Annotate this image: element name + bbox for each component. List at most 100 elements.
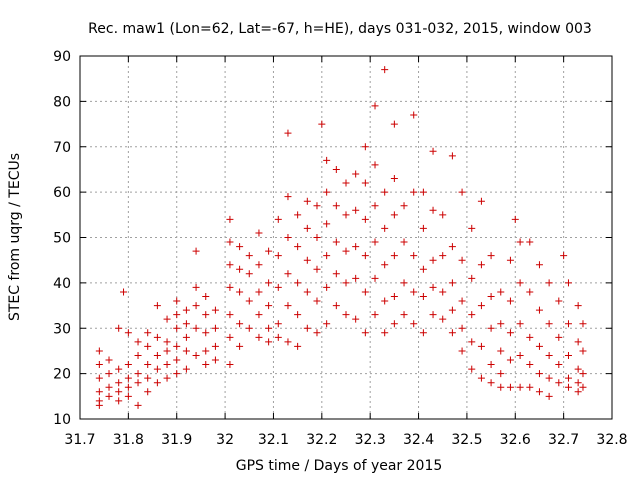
data-point xyxy=(182,333,190,341)
data-point xyxy=(332,165,340,173)
data-point xyxy=(332,238,340,246)
data-point xyxy=(361,179,369,187)
data-point xyxy=(352,274,360,282)
data-point xyxy=(371,202,379,210)
data-point xyxy=(381,188,389,196)
data-point xyxy=(226,261,234,269)
data-point xyxy=(448,152,456,160)
data-point xyxy=(144,361,152,369)
data-point xyxy=(255,311,263,319)
y-tick-label: 30 xyxy=(53,321,71,337)
data-point xyxy=(332,202,340,210)
data-point xyxy=(526,333,534,341)
data-point xyxy=(564,374,572,382)
data-point xyxy=(564,279,572,287)
data-point xyxy=(303,324,311,332)
data-point xyxy=(144,374,152,382)
data-point xyxy=(574,388,582,396)
data-point xyxy=(448,279,456,287)
data-point xyxy=(429,206,437,214)
data-point xyxy=(245,297,253,305)
data-point xyxy=(265,247,273,255)
data-point xyxy=(419,188,427,196)
data-point xyxy=(439,211,447,219)
data-point xyxy=(439,315,447,323)
y-tick-label: 10 xyxy=(53,412,71,428)
data-point xyxy=(236,320,244,328)
data-point xyxy=(545,320,553,328)
data-point xyxy=(236,288,244,296)
data-point xyxy=(173,356,181,364)
data-point xyxy=(211,324,219,332)
y-tick-label: 40 xyxy=(53,276,71,292)
data-point xyxy=(419,224,427,232)
data-point xyxy=(323,220,331,228)
data-point xyxy=(153,302,161,310)
data-point xyxy=(579,383,587,391)
data-point xyxy=(342,311,350,319)
data-point xyxy=(535,370,543,378)
data-point xyxy=(274,215,282,223)
data-point xyxy=(255,333,263,341)
data-point xyxy=(313,202,321,210)
data-point xyxy=(115,379,123,387)
y-tick-label: 90 xyxy=(53,49,71,65)
data-point xyxy=(400,311,408,319)
data-point xyxy=(115,388,123,396)
data-point xyxy=(429,147,437,155)
data-point xyxy=(429,256,437,264)
data-point xyxy=(284,302,292,310)
data-point xyxy=(400,238,408,246)
x-tick-label: 32.5 xyxy=(451,432,482,448)
data-point xyxy=(516,279,524,287)
data-point xyxy=(245,324,253,332)
data-point xyxy=(192,351,200,359)
data-point xyxy=(120,288,128,296)
y-axis-label: STEC from uqrg / TECUs xyxy=(7,153,23,321)
data-point xyxy=(265,324,273,332)
data-point xyxy=(381,297,389,305)
y-tick-labels: 10 20 30 40 50 60 70 80 90 xyxy=(53,49,71,428)
data-point xyxy=(497,383,505,391)
y-tick-label: 80 xyxy=(53,94,71,110)
data-point xyxy=(410,188,418,196)
data-point xyxy=(545,392,553,400)
data-point xyxy=(564,320,572,328)
data-point xyxy=(192,302,200,310)
data-point xyxy=(134,370,142,378)
data-point xyxy=(105,356,113,364)
data-point xyxy=(429,311,437,319)
data-point xyxy=(574,379,582,387)
data-point xyxy=(390,320,398,328)
data-point xyxy=(342,211,350,219)
data-point xyxy=(410,288,418,296)
data-point xyxy=(526,288,534,296)
data-point xyxy=(468,224,476,232)
data-point xyxy=(400,279,408,287)
data-point xyxy=(134,379,142,387)
data-point xyxy=(303,256,311,264)
data-point xyxy=(163,347,171,355)
data-point xyxy=(294,211,302,219)
data-point xyxy=(332,302,340,310)
data-point xyxy=(182,320,190,328)
data-point xyxy=(245,270,253,278)
data-point xyxy=(352,315,360,323)
data-point xyxy=(144,329,152,337)
data-point xyxy=(516,351,524,359)
data-point xyxy=(487,361,495,369)
data-point xyxy=(163,361,171,369)
data-point xyxy=(381,329,389,337)
data-point xyxy=(477,197,485,205)
data-point xyxy=(468,338,476,346)
data-point xyxy=(458,324,466,332)
data-point xyxy=(361,329,369,337)
data-point xyxy=(477,374,485,382)
data-point xyxy=(115,365,123,373)
data-point xyxy=(516,320,524,328)
y-tick-label: 20 xyxy=(53,367,71,383)
data-point xyxy=(564,383,572,391)
data-point xyxy=(182,306,190,314)
data-point xyxy=(535,342,543,350)
data-point xyxy=(95,401,103,409)
